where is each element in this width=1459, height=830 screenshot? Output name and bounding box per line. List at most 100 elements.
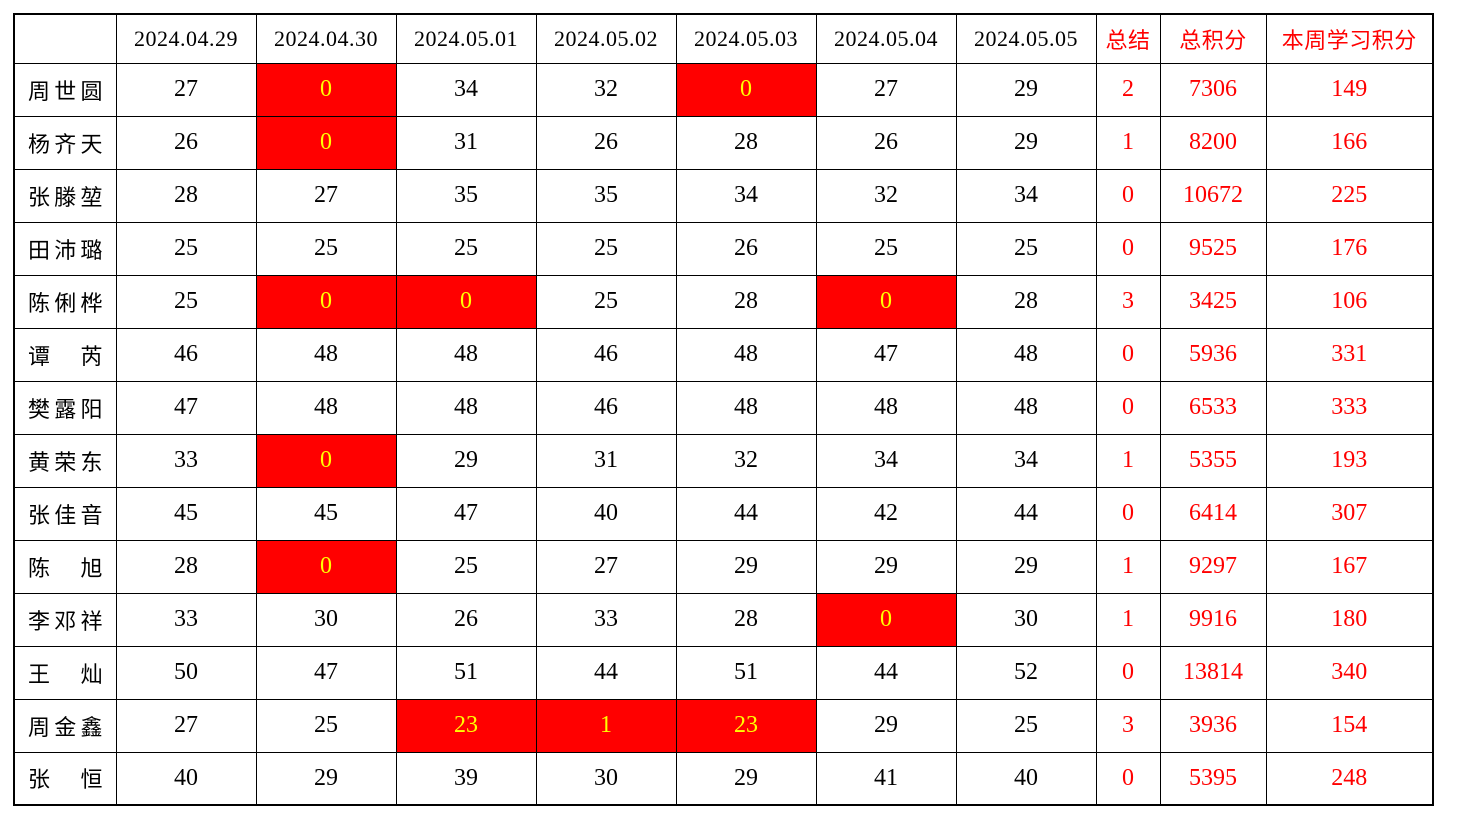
daily-score-cell: 51 (675, 645, 817, 700)
summary-count-cell: 0 (1095, 168, 1161, 223)
daily-score-cell: 25 (395, 539, 537, 594)
week-points-cell: 106 (1265, 274, 1434, 329)
week-points-cell: 307 (1265, 486, 1434, 541)
total-points-cell: 10672 (1159, 168, 1267, 223)
daily-score-cell: 25 (115, 274, 257, 329)
col-header-date-4: 2024.05.02 (535, 13, 677, 64)
table-row: 李邓祥 33 30 26 33 28 0 30 1 9916 180 (13, 592, 1434, 647)
daily-score-cell: 48 (675, 327, 817, 382)
daily-score-cell: 32 (535, 62, 677, 117)
summary-count-cell: 0 (1095, 486, 1161, 541)
total-points-cell: 5936 (1159, 327, 1267, 382)
col-header-date-2: 2024.04.30 (255, 13, 397, 64)
daily-score-cell: 23 (395, 698, 537, 753)
daily-score-cell: 34 (955, 433, 1097, 488)
student-name: 张恒 (13, 751, 117, 806)
daily-score-cell: 26 (815, 115, 957, 170)
daily-score-cell: 28 (115, 539, 257, 594)
daily-score-cell: 51 (395, 645, 537, 700)
table-row: 黄荣东 33 0 29 31 32 34 34 1 5355 193 (13, 433, 1434, 488)
daily-score-cell: 25 (955, 698, 1097, 753)
summary-count-cell: 1 (1095, 539, 1161, 594)
summary-count-cell: 0 (1095, 751, 1161, 806)
daily-score-cell: 28 (675, 274, 817, 329)
table-row: 田沛璐 25 25 25 25 26 25 25 0 9525 176 (13, 221, 1434, 276)
total-points-cell: 6533 (1159, 380, 1267, 435)
daily-score-cell: 41 (815, 751, 957, 806)
daily-score-cell: 48 (395, 327, 537, 382)
week-points-cell: 176 (1265, 221, 1434, 276)
daily-score-cell: 33 (535, 592, 677, 647)
daily-score-cell: 30 (255, 592, 397, 647)
daily-score-cell: 0 (675, 62, 817, 117)
daily-score-cell: 26 (115, 115, 257, 170)
daily-score-cell: 26 (535, 115, 677, 170)
daily-score-cell: 46 (535, 327, 677, 382)
week-points-cell: 248 (1265, 751, 1434, 806)
student-name: 杨齐天 (13, 115, 117, 170)
week-points-cell: 333 (1265, 380, 1434, 435)
daily-score-cell: 29 (815, 539, 957, 594)
daily-score-cell: 28 (115, 168, 257, 223)
daily-score-cell: 46 (535, 380, 677, 435)
daily-score-cell: 26 (395, 592, 537, 647)
col-header-date-6: 2024.05.04 (815, 13, 957, 64)
table-row: 杨齐天 26 0 31 26 28 26 29 1 8200 166 (13, 115, 1434, 170)
week-points-cell: 180 (1265, 592, 1434, 647)
daily-score-cell: 35 (395, 168, 537, 223)
summary-count-cell: 0 (1095, 327, 1161, 382)
daily-score-cell: 44 (675, 486, 817, 541)
daily-score-cell: 29 (255, 751, 397, 806)
col-header-week-points: 本周学习积分 (1265, 13, 1434, 64)
daily-score-cell: 30 (955, 592, 1097, 647)
daily-score-cell: 34 (395, 62, 537, 117)
daily-score-cell: 26 (675, 221, 817, 276)
daily-score-cell: 0 (255, 433, 397, 488)
daily-score-cell: 0 (815, 274, 957, 329)
daily-score-cell: 48 (955, 327, 1097, 382)
daily-score-cell: 48 (255, 327, 397, 382)
daily-score-cell: 40 (115, 751, 257, 806)
daily-score-cell: 29 (675, 539, 817, 594)
daily-score-cell: 0 (255, 274, 397, 329)
summary-count-cell: 1 (1095, 433, 1161, 488)
col-header-summary: 总结 (1095, 13, 1161, 64)
student-name: 周金鑫 (13, 698, 117, 753)
table-row: 陈俐桦 25 0 0 25 28 0 28 3 3425 106 (13, 274, 1434, 329)
daily-score-cell: 28 (675, 592, 817, 647)
total-points-cell: 3425 (1159, 274, 1267, 329)
daily-score-cell: 44 (955, 486, 1097, 541)
summary-count-cell: 3 (1095, 698, 1161, 753)
table-row: 周世圆 27 0 34 32 0 27 29 2 7306 149 (13, 62, 1434, 117)
week-points-cell: 167 (1265, 539, 1434, 594)
daily-score-cell: 29 (395, 433, 537, 488)
total-points-cell: 9525 (1159, 221, 1267, 276)
col-header-date-7: 2024.05.05 (955, 13, 1097, 64)
student-name: 樊露阳 (13, 380, 117, 435)
daily-score-cell: 25 (535, 274, 677, 329)
weekly-score-sheet: 2024.04.29 2024.04.30 2024.05.01 2024.05… (13, 13, 1434, 806)
daily-score-cell: 44 (535, 645, 677, 700)
daily-score-cell: 27 (115, 698, 257, 753)
daily-score-cell: 33 (115, 433, 257, 488)
week-points-cell: 331 (1265, 327, 1434, 382)
col-header-total-points: 总积分 (1159, 13, 1267, 64)
daily-score-cell: 25 (535, 221, 677, 276)
daily-score-cell: 35 (535, 168, 677, 223)
score-table: 2024.04.29 2024.04.30 2024.05.01 2024.05… (13, 13, 1434, 806)
student-name: 田沛璐 (13, 221, 117, 276)
daily-score-cell: 40 (535, 486, 677, 541)
table-row: 陈旭 28 0 25 27 29 29 29 1 9297 167 (13, 539, 1434, 594)
week-points-cell: 340 (1265, 645, 1434, 700)
student-name: 陈俐桦 (13, 274, 117, 329)
week-points-cell: 193 (1265, 433, 1434, 488)
daily-score-cell: 47 (255, 645, 397, 700)
daily-score-cell: 48 (675, 380, 817, 435)
total-points-cell: 5355 (1159, 433, 1267, 488)
daily-score-cell: 45 (115, 486, 257, 541)
table-body: 周世圆 27 0 34 32 0 27 29 2 7306 149 杨齐天 26 0 31 26 28 26 29 1… (13, 62, 1434, 806)
summary-count-cell: 1 (1095, 115, 1161, 170)
col-header-date-1: 2024.04.29 (115, 13, 257, 64)
daily-score-cell: 50 (115, 645, 257, 700)
daily-score-cell: 27 (115, 62, 257, 117)
